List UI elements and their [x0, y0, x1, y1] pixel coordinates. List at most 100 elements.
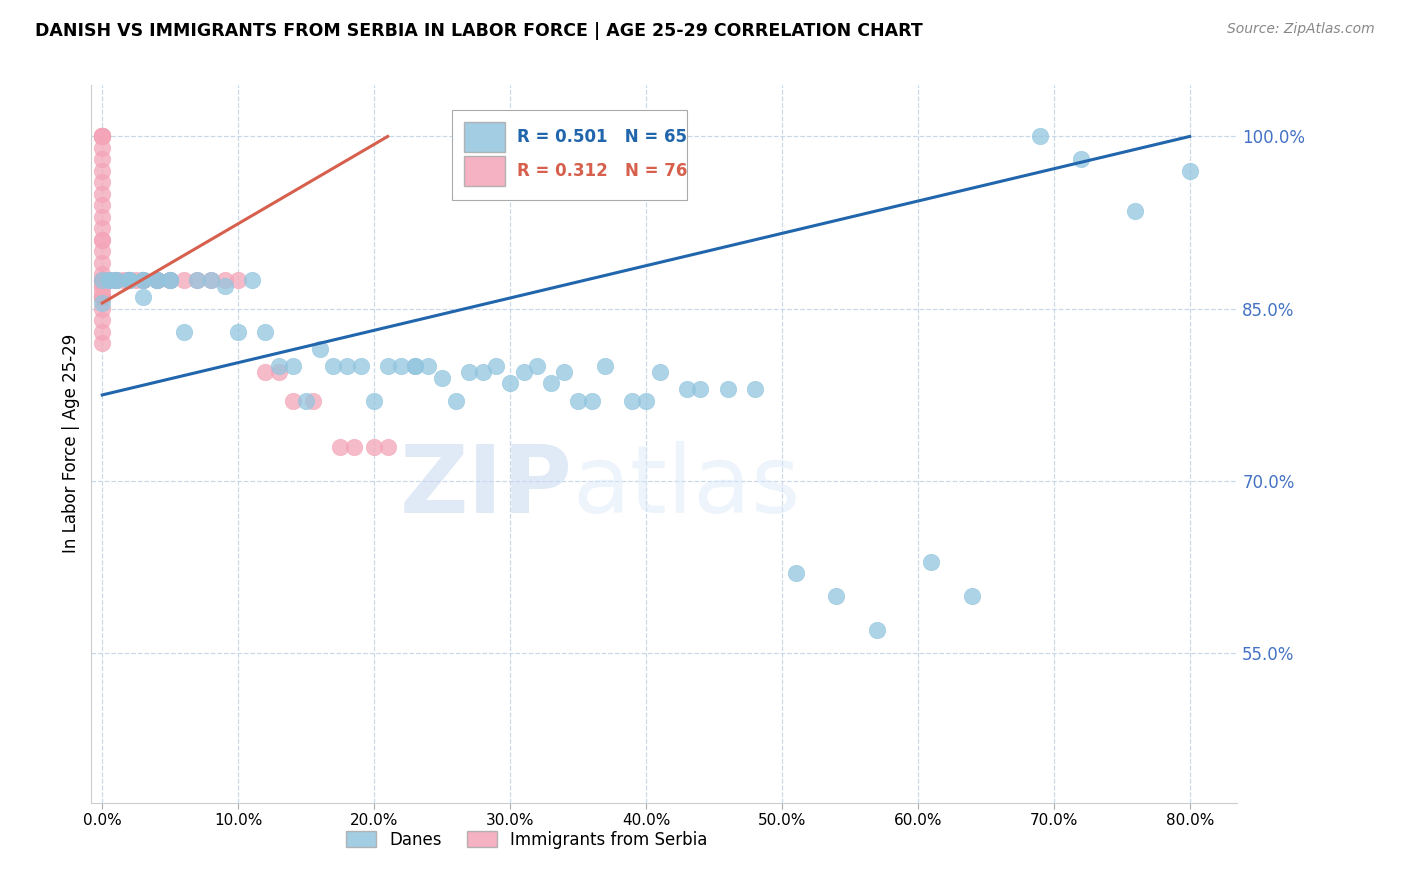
Point: [499, 376, 522, 391]
Point: [91, 129, 114, 144]
Point: [186, 273, 208, 287]
Point: [634, 393, 657, 408]
Point: [91, 256, 114, 270]
Point: [91, 313, 114, 327]
Text: DANISH VS IMMIGRANTS FROM SERBIA IN LABOR FORCE | AGE 25-29 CORRELATION CHART: DANISH VS IMMIGRANTS FROM SERBIA IN LABO…: [35, 22, 922, 40]
Point: [363, 440, 385, 454]
Point: [91, 285, 114, 299]
Point: [91, 210, 114, 224]
Point: [744, 382, 766, 396]
Point: [567, 393, 589, 408]
Point: [920, 555, 942, 569]
Point: [104, 273, 127, 287]
Point: [125, 273, 148, 287]
Point: [785, 566, 807, 580]
Point: [186, 273, 208, 287]
Point: [91, 290, 114, 304]
Point: [91, 290, 114, 304]
Point: [91, 268, 114, 282]
Point: [240, 273, 263, 287]
Point: [214, 278, 236, 293]
Point: [281, 359, 304, 374]
FancyBboxPatch shape: [464, 122, 505, 153]
Point: [1178, 164, 1201, 178]
Point: [118, 273, 141, 287]
Text: R = 0.501   N = 65: R = 0.501 N = 65: [516, 128, 686, 146]
Point: [363, 393, 385, 408]
Point: [430, 370, 453, 384]
Point: [98, 273, 121, 287]
Point: [91, 129, 114, 144]
Text: Source: ZipAtlas.com: Source: ZipAtlas.com: [1227, 22, 1375, 37]
Point: [118, 273, 141, 287]
Point: [145, 273, 167, 287]
Point: [295, 393, 318, 408]
Point: [145, 273, 167, 287]
Point: [159, 273, 181, 287]
Point: [104, 273, 127, 287]
Point: [104, 273, 127, 287]
Point: [91, 296, 114, 310]
Point: [118, 273, 141, 287]
FancyBboxPatch shape: [464, 156, 505, 186]
Point: [593, 359, 616, 374]
Point: [418, 359, 440, 374]
Point: [118, 273, 141, 287]
Point: [91, 278, 114, 293]
Point: [91, 244, 114, 259]
Point: [91, 198, 114, 212]
Text: atlas: atlas: [572, 441, 801, 533]
Point: [91, 129, 114, 144]
Point: [91, 278, 114, 293]
Point: [540, 376, 562, 391]
Point: [91, 129, 114, 144]
Point: [91, 273, 114, 287]
Point: [91, 273, 114, 287]
Point: [200, 273, 222, 287]
Point: [404, 359, 426, 374]
Point: [91, 325, 114, 339]
Point: [145, 273, 167, 287]
Text: R = 0.312   N = 76: R = 0.312 N = 76: [516, 162, 688, 180]
Point: [458, 365, 481, 379]
Point: [377, 359, 399, 374]
Point: [389, 359, 412, 374]
Point: [104, 273, 127, 287]
Point: [91, 290, 114, 304]
Point: [336, 359, 359, 374]
Point: [104, 273, 127, 287]
Point: [226, 325, 249, 339]
Point: [553, 365, 575, 379]
Point: [159, 273, 181, 287]
Point: [159, 273, 181, 287]
Point: [91, 186, 114, 201]
Point: [91, 336, 114, 351]
Point: [485, 359, 508, 374]
Point: [91, 129, 114, 144]
Point: [444, 393, 467, 408]
Point: [132, 273, 155, 287]
Point: [648, 365, 671, 379]
Point: [526, 359, 548, 374]
Point: [200, 273, 222, 287]
Point: [132, 273, 155, 287]
Point: [91, 273, 114, 287]
Point: [132, 290, 155, 304]
Point: [471, 365, 494, 379]
Point: [91, 129, 114, 144]
Point: [111, 273, 134, 287]
Point: [91, 129, 114, 144]
Point: [267, 359, 290, 374]
Point: [825, 589, 848, 603]
Point: [173, 273, 195, 287]
Point: [145, 273, 167, 287]
Point: [960, 589, 983, 603]
Point: [91, 129, 114, 144]
Point: [689, 382, 711, 396]
Point: [132, 273, 155, 287]
Point: [132, 273, 155, 287]
Point: [267, 365, 290, 379]
Text: ZIP: ZIP: [399, 441, 572, 533]
Point: [118, 273, 141, 287]
Point: [91, 164, 114, 178]
